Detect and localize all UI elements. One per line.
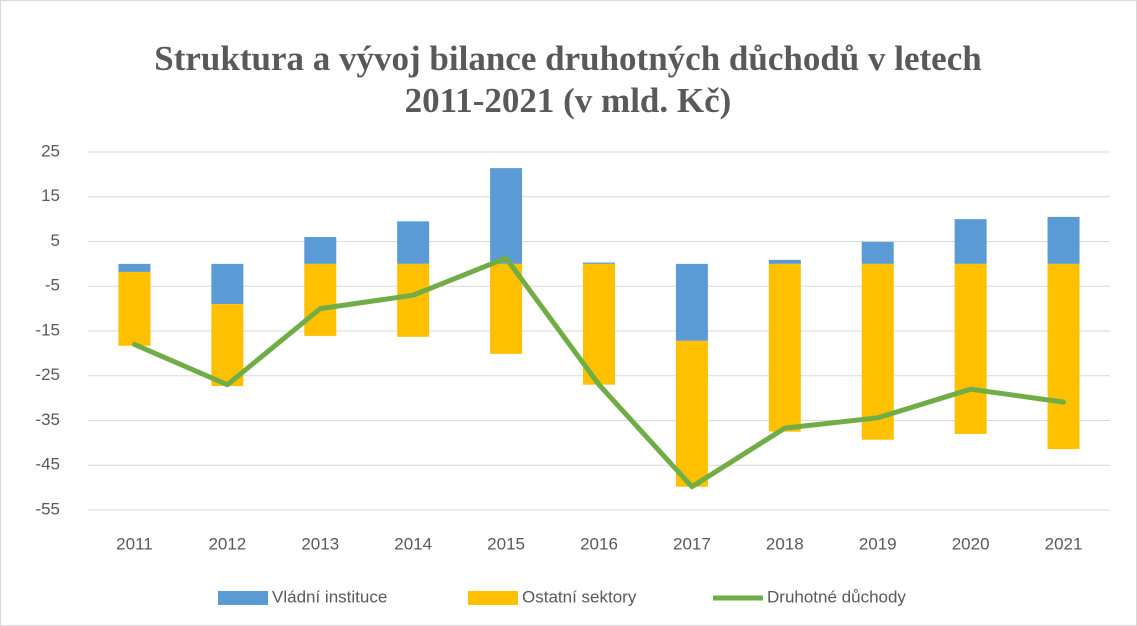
bar xyxy=(118,263,151,272)
x-tick-label: 2018 xyxy=(766,534,804,553)
legend-marker xyxy=(218,591,268,605)
x-tick-label: 2015 xyxy=(487,534,525,553)
y-tick-label: -55 xyxy=(35,499,60,518)
x-tick-label: 2013 xyxy=(301,534,339,553)
x-tick-label: 2019 xyxy=(859,534,897,553)
bar xyxy=(583,263,615,385)
bar xyxy=(768,263,801,432)
bar xyxy=(490,263,523,354)
y-tick-label: -45 xyxy=(35,455,60,474)
y-tick-label: -5 xyxy=(45,276,60,295)
bar xyxy=(861,241,894,264)
y-tick-label: 15 xyxy=(41,186,60,205)
bar xyxy=(397,263,430,337)
x-tick-label: 2020 xyxy=(952,534,990,553)
bar xyxy=(490,168,523,264)
x-tick-label: 2014 xyxy=(394,534,432,553)
bar xyxy=(768,259,801,264)
y-tick-label: -25 xyxy=(35,365,60,384)
bar xyxy=(304,237,337,264)
bar xyxy=(211,304,244,387)
y-tick-label: 25 xyxy=(41,141,60,160)
x-tick-label: 2012 xyxy=(208,534,246,553)
y-tick-label: -15 xyxy=(35,320,60,339)
x-tick-label: 2016 xyxy=(580,534,618,553)
bar xyxy=(211,263,244,305)
bar xyxy=(861,263,894,440)
legend-label: Vládní instituce xyxy=(272,587,387,606)
x-tick-label: 2021 xyxy=(1045,534,1083,553)
bar xyxy=(675,340,708,487)
bar xyxy=(397,221,430,264)
x-tick-label: 2011 xyxy=(116,534,153,553)
chart-title: Struktura a vývoj bilance druhotných důc… xyxy=(154,39,982,120)
bar xyxy=(675,263,708,341)
y-tick-label: -35 xyxy=(35,410,60,429)
legend-label: Ostatní sektory xyxy=(522,587,637,606)
line xyxy=(131,255,1067,490)
bar xyxy=(118,271,151,346)
x-tick-label: 2017 xyxy=(673,534,711,553)
y-tick-label: 5 xyxy=(51,231,60,250)
bar xyxy=(1047,263,1080,450)
bar xyxy=(954,219,987,264)
legend-label: Druhotné důchody xyxy=(767,587,906,606)
legend-marker xyxy=(468,591,518,605)
bar xyxy=(1047,216,1080,264)
bar xyxy=(954,263,987,434)
bar xyxy=(304,263,337,336)
bar xyxy=(583,262,615,264)
